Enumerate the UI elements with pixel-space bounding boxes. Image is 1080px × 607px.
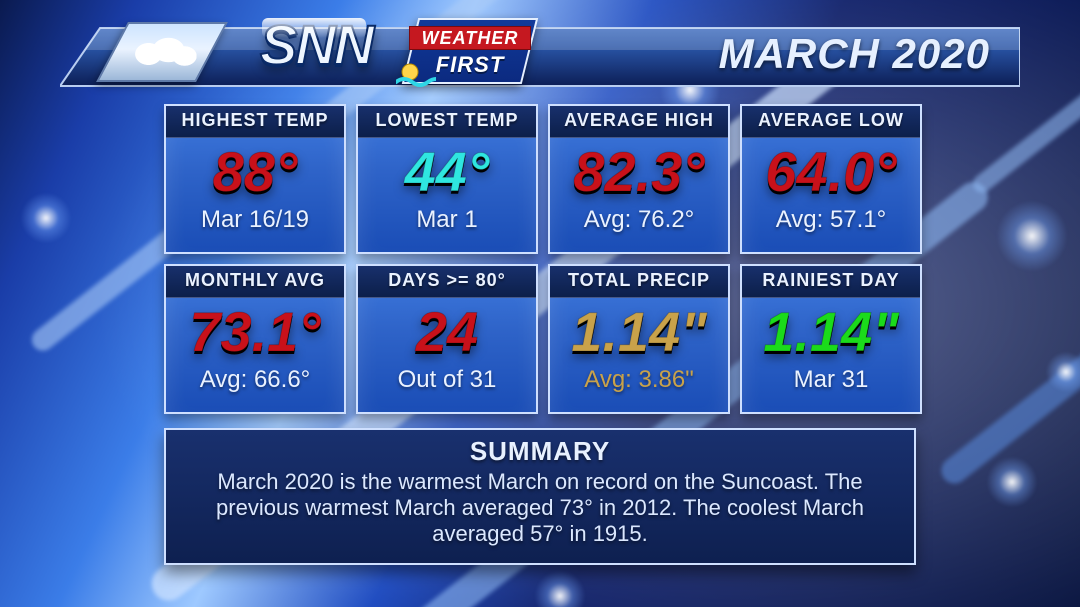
stat-panel-value: 82.3° <box>573 144 704 200</box>
weather-first-badge: WEATHER FIRST <box>402 18 538 84</box>
stat-panel-value: 1.14" <box>763 304 899 360</box>
stat-panel-value: 88° <box>213 144 298 200</box>
stat-panel-subtext: Out of 31 <box>398 366 497 394</box>
stat-panel: MONTHLY AVG 73.1° Avg: 66.6° <box>164 264 346 414</box>
stat-panel-header: MONTHLY AVG <box>166 266 344 298</box>
stat-panel-subtext: Avg: 57.1° <box>776 206 887 234</box>
stat-panel-value: 1.14" <box>571 304 707 360</box>
lens-flare-icon <box>990 194 1074 278</box>
stat-panel-subtext: Avg: 66.6° <box>200 366 311 394</box>
stat-panel-subtext: Mar 1 <box>416 206 477 234</box>
stat-panel-value: 44° <box>405 144 490 200</box>
stat-panel: TOTAL PRECIP 1.14" Avg: 3.86" <box>548 264 730 414</box>
stat-panel-header: HIGHEST TEMP <box>166 106 344 138</box>
stat-panel-header: AVERAGE LOW <box>742 106 920 138</box>
header-title: MARCH 2020 <box>719 30 990 78</box>
weather-graphic-stage: SNN WEATHER FIRST MARCH 2020 HIGHEST TEM… <box>0 0 1080 607</box>
stat-panel-value: 73.1° <box>189 304 320 360</box>
summary-body: March 2020 is the warmest March on recor… <box>166 467 914 547</box>
station-logo: SNN WEATHER FIRST <box>170 16 520 94</box>
lens-flare-icon <box>982 452 1042 512</box>
stat-panel-subtext: Mar 16/19 <box>201 206 309 234</box>
summary-title: SUMMARY <box>166 430 914 467</box>
stat-panel: DAYS >= 80° 24 Out of 31 <box>356 264 538 414</box>
summary-box: SUMMARY March 2020 is the warmest March … <box>164 428 916 565</box>
stat-panel-header: LOWEST TEMP <box>358 106 536 138</box>
header: SNN WEATHER FIRST MARCH 2020 <box>60 22 1020 92</box>
stats-grid: HIGHEST TEMP 88° Mar 16/19 LOWEST TEMP 44° Ma… <box>164 104 924 414</box>
stat-panel-header: AVERAGE HIGH <box>550 106 728 138</box>
sun-wave-icon <box>396 62 436 88</box>
stat-panel: AVERAGE HIGH 82.3° Avg: 76.2° <box>548 104 730 254</box>
stat-panel-value: 24 <box>416 304 478 360</box>
stat-panel: AVERAGE LOW 64.0° Avg: 57.1° <box>740 104 922 254</box>
stat-panel-header: DAYS >= 80° <box>358 266 536 298</box>
badge-bottom-word: FIRST <box>436 54 505 76</box>
lens-flare-icon <box>16 188 76 248</box>
badge-top-word: WEATHER <box>409 26 532 50</box>
lens-flare-icon <box>530 566 590 607</box>
stat-panel-header: TOTAL PRECIP <box>550 266 728 298</box>
stat-panel-subtext: Avg: 76.2° <box>584 206 695 234</box>
stat-panel: HIGHEST TEMP 88° Mar 16/19 <box>164 104 346 254</box>
stat-panel: RAINIEST DAY 1.14" Mar 31 <box>740 264 922 414</box>
station-letters: SNN <box>260 12 372 77</box>
stat-panel: LOWEST TEMP 44° Mar 1 <box>356 104 538 254</box>
stat-panel-value: 64.0° <box>765 144 896 200</box>
stat-panel-header: RAINIEST DAY <box>742 266 920 298</box>
stat-panel-subtext: Avg: 3.86" <box>584 366 694 394</box>
stat-panel-subtext: Mar 31 <box>794 366 869 394</box>
